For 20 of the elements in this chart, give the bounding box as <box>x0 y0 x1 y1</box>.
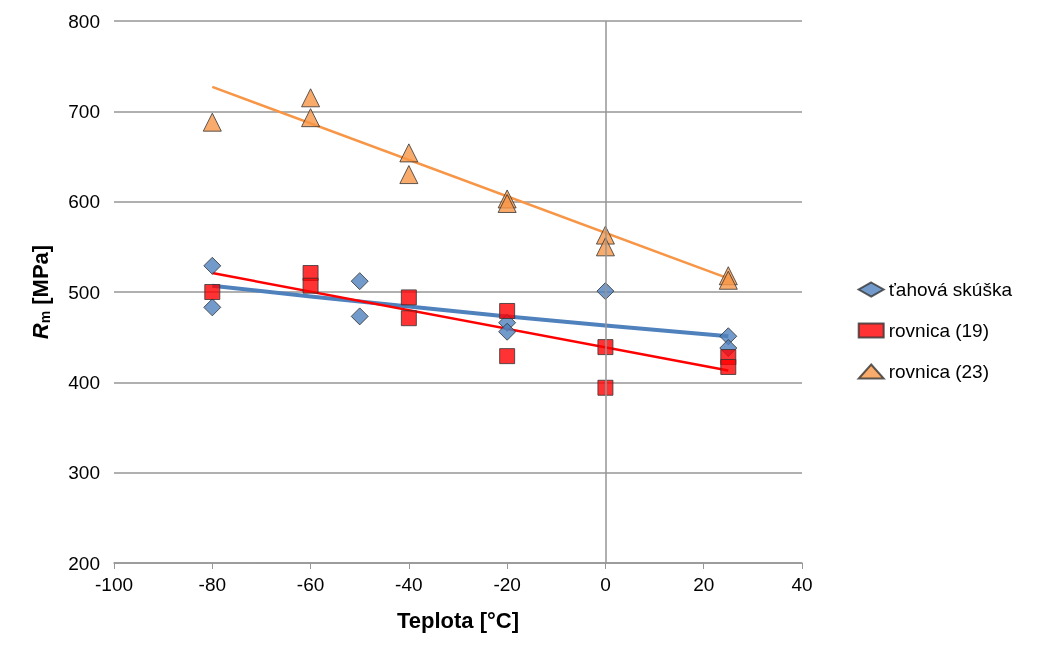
x-axis-title: Teplota [°C] <box>396 607 520 633</box>
y-tick-label: 800 <box>68 10 100 32</box>
legend-label: rovnica (19) <box>888 320 990 341</box>
y-tick-label: 300 <box>68 462 100 484</box>
y-tick-label: 400 <box>68 371 100 393</box>
x-tick-label: -100 <box>94 574 134 595</box>
y-tick-label: 500 <box>68 281 100 303</box>
x-tick-label: -20 <box>493 574 521 595</box>
x-tick-label: -80 <box>198 574 227 595</box>
legend-label: ťahová skúška <box>888 279 1013 300</box>
x-tick-label: -60 <box>296 574 325 595</box>
y-tick-label: 200 <box>68 552 100 574</box>
x-tick-label: 0 <box>600 574 611 595</box>
x-tick-label: 40 <box>791 574 813 595</box>
y-tick-label: 700 <box>68 100 100 122</box>
x-tick-label: 20 <box>693 574 715 595</box>
legend-label: rovnica (23) <box>888 361 990 382</box>
y-tick-label: 600 <box>68 191 100 213</box>
x-tick-label: -40 <box>395 574 423 595</box>
y-axis-title: Rm [MPa] <box>27 244 53 340</box>
